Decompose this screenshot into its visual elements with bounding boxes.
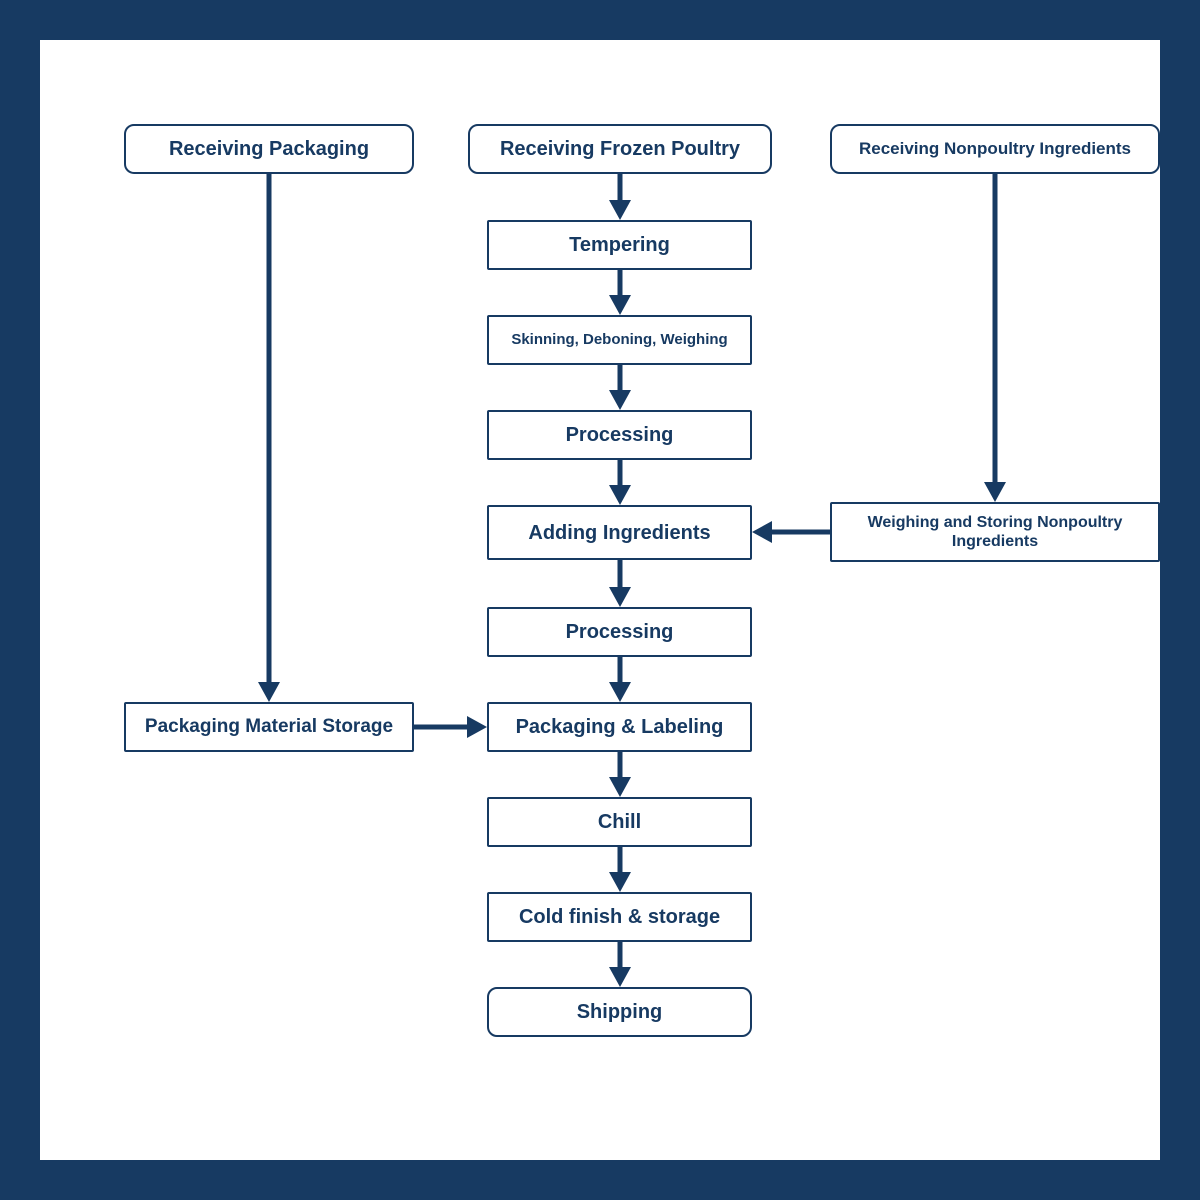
node-label: Chill (598, 810, 641, 834)
node-label: Weighing and Storing Nonpoultry Ingredie… (840, 513, 1150, 551)
node-proc2: Processing (487, 607, 752, 657)
node-recv_nonp: Receiving Nonpoultry Ingredients (830, 124, 1160, 174)
node-label: Tempering (569, 233, 670, 257)
arrow (244, 149, 294, 727)
node-label: Adding Ingredients (528, 521, 710, 545)
node-label: Receiving Packaging (169, 137, 369, 161)
node-pkg_label: Packaging & Labeling (487, 702, 752, 752)
node-chill: Chill (487, 797, 752, 847)
node-recv_poultry: Receiving Frozen Poultry (468, 124, 772, 174)
node-shipping: Shipping (487, 987, 752, 1037)
node-label: Packaging Material Storage (145, 716, 393, 739)
node-skin: Skinning, Deboning, Weighing (487, 315, 752, 365)
node-tempering: Tempering (487, 220, 752, 270)
node-cold: Cold finish & storage (487, 892, 752, 942)
node-pkg_store: Packaging Material Storage (124, 702, 414, 752)
node-recv_pkg: Receiving Packaging (124, 124, 414, 174)
node-label: Cold finish & storage (519, 905, 720, 929)
node-label: Processing (566, 423, 674, 447)
arrow (970, 149, 1020, 527)
flowchart-canvas: Receiving Packaging Receiving Frozen Poul… (0, 0, 1200, 1200)
node-label: Packaging & Labeling (516, 715, 724, 739)
node-label: Skinning, Deboning, Weighing (511, 331, 727, 349)
node-adding: Adding Ingredients (487, 505, 752, 560)
node-weigh_nonp: Weighing and Storing Nonpoultry Ingredie… (830, 502, 1160, 562)
node-label: Receiving Frozen Poultry (500, 137, 740, 161)
node-label: Processing (566, 620, 674, 644)
node-label: Receiving Nonpoultry Ingredients (859, 139, 1131, 159)
node-label: Shipping (577, 1000, 663, 1024)
node-proc1: Processing (487, 410, 752, 460)
